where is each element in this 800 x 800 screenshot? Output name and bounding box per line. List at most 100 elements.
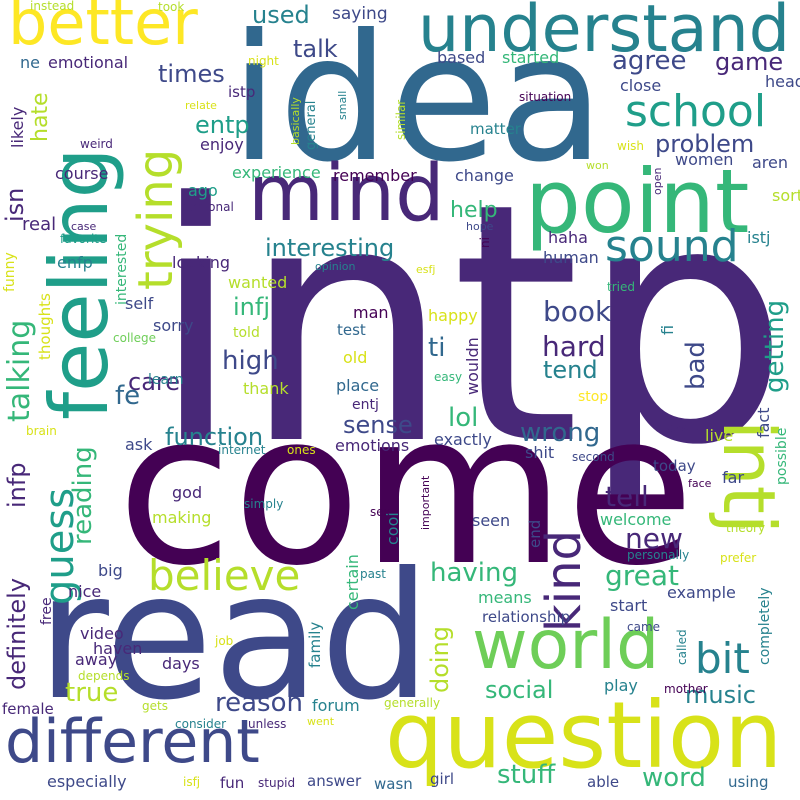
word-interesting: interesting	[265, 234, 395, 262]
word-function: function	[165, 423, 264, 451]
word-used: used	[252, 1, 310, 29]
word-happy: happy	[428, 306, 478, 325]
word-consider: consider	[175, 717, 227, 731]
word-situation: situation	[519, 90, 572, 104]
word-live: live	[705, 426, 734, 445]
word-likely: likely	[8, 106, 27, 148]
word-ni: ni	[478, 237, 492, 248]
word-internet: internet	[218, 443, 266, 457]
word-based: based	[437, 48, 486, 67]
word-man: man	[353, 303, 389, 322]
word-hard: hard	[542, 330, 606, 363]
word-far: far	[722, 468, 745, 487]
word-enfp: enfp	[57, 253, 93, 272]
word-reading: reading	[68, 446, 98, 545]
word-answer: answer	[307, 772, 362, 790]
word-took: took	[158, 0, 185, 14]
word-thank: thank	[243, 379, 289, 398]
word-experience: experience	[232, 163, 321, 182]
word-relate: relate	[185, 99, 217, 112]
word-sort: sort	[772, 186, 800, 205]
word-real: real	[22, 214, 57, 235]
word-book: book	[543, 295, 612, 328]
word-human: human	[543, 248, 599, 267]
word-head: head	[765, 72, 800, 91]
word-high: high	[222, 346, 279, 376]
word-place: place	[336, 376, 380, 395]
word-hate: hate	[28, 92, 53, 142]
word-reason: reason	[215, 688, 303, 718]
word-ago: ago	[188, 181, 218, 200]
word-point: point	[525, 150, 750, 253]
word-remember: remember	[333, 166, 417, 185]
word-unless: unless	[248, 717, 287, 731]
word-mother: mother	[664, 682, 708, 696]
word-better: better	[8, 0, 198, 59]
word-feeling: feeling	[33, 147, 126, 420]
word-mind: mind	[248, 149, 445, 239]
word-lol: lol	[448, 403, 479, 433]
word-shit: shit	[525, 443, 555, 462]
word-past: past	[360, 567, 386, 581]
word-understand: understand	[418, 0, 791, 67]
word-game: game	[715, 48, 784, 76]
word-big: big	[98, 561, 123, 580]
word-video: video	[80, 624, 124, 643]
word-old: old	[343, 348, 368, 367]
word-forum: forum	[312, 696, 360, 715]
word-school: school	[625, 86, 767, 137]
word-went: went	[307, 715, 335, 728]
word-similar: similar	[394, 99, 408, 140]
word-night: night	[248, 54, 279, 68]
word-ne: ne	[20, 53, 40, 72]
word-stupid: stupid	[258, 776, 296, 790]
word-intp: intp	[150, 133, 790, 517]
word-sorry: sorry	[153, 316, 194, 335]
word-different: different	[5, 707, 260, 777]
word-depends: depends	[78, 669, 130, 683]
word-enjoy: enjoy	[200, 135, 244, 154]
word-tell: tell	[605, 480, 649, 513]
word-sense: sense	[343, 411, 413, 439]
word-end: end	[526, 519, 544, 548]
word-face: face	[688, 477, 712, 490]
word-matter: matter	[470, 120, 521, 138]
word-personal: personal	[182, 200, 234, 214]
word-important: important	[419, 475, 432, 530]
word-problem: problem	[655, 130, 755, 158]
word-self: self	[125, 294, 154, 313]
word-entp: entp	[195, 111, 250, 139]
word-sound: sound	[605, 221, 739, 272]
word-istj: istj	[747, 228, 771, 247]
word-esfj: esfj	[416, 263, 436, 276]
word-idea: idea	[230, 0, 605, 201]
word-close: close	[620, 76, 662, 95]
word-free: free	[39, 597, 55, 625]
word-fe: fe	[115, 381, 141, 411]
word-simply: simply	[244, 497, 284, 511]
word-opinion: opinion	[315, 260, 356, 273]
word-infj: infj	[233, 293, 270, 321]
word-god: god	[172, 483, 203, 502]
word-started: started	[502, 48, 560, 67]
word-wasn: wasn	[374, 775, 413, 793]
word-college: college	[113, 331, 156, 345]
word-today: today	[653, 457, 696, 475]
word-talk: talk	[293, 35, 338, 63]
word-won: won	[586, 159, 609, 172]
word-especially: especially	[47, 772, 127, 791]
word-crazy: crazy	[655, 421, 688, 435]
word-start: start	[610, 596, 648, 615]
word-sex: sex	[370, 505, 391, 519]
word-stop: stop	[578, 389, 609, 405]
word-having: having	[430, 558, 519, 588]
word-learn: learn	[148, 372, 184, 388]
word-saying: saying	[332, 4, 388, 24]
word-agree: agree	[612, 46, 687, 76]
word-care: care	[128, 368, 181, 396]
word-certain: certain	[343, 554, 362, 610]
word-wrong: wrong	[520, 418, 601, 448]
word-instead: instead	[30, 0, 75, 13]
word-second: second	[572, 450, 615, 464]
word-believe: believe	[148, 551, 301, 600]
